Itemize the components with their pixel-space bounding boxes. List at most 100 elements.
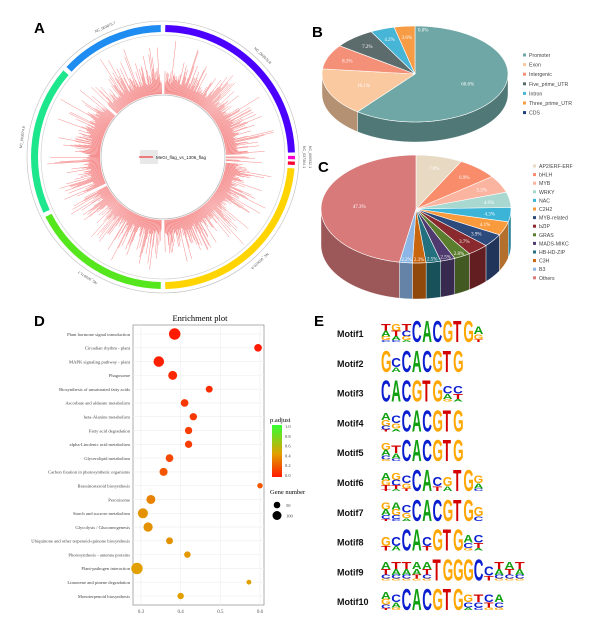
x-tick-label: 0.5 [217, 610, 224, 615]
density-bar [139, 81, 145, 97]
logo-letter: A [474, 325, 484, 337]
density-bar [106, 201, 119, 214]
density-bar [215, 190, 250, 214]
density-bar [108, 204, 122, 219]
density-bar [119, 68, 136, 101]
logo-letter: A [463, 607, 474, 611]
density-bar [224, 142, 235, 146]
density-bar [214, 115, 225, 122]
density-bar [88, 131, 104, 138]
logo-letter-stack: G T AC [391, 323, 404, 343]
density-bar [101, 108, 114, 119]
density-bar [216, 189, 245, 207]
density-bar [152, 219, 155, 234]
density-bar [74, 141, 102, 147]
density-bar [196, 210, 217, 243]
legend-swatch [533, 267, 536, 271]
density-bar [121, 91, 130, 104]
x-tick-label: 0.6 [257, 610, 264, 615]
density-bar [83, 196, 114, 221]
density-bar [221, 129, 235, 136]
density-bar [202, 206, 211, 217]
density-bar [116, 100, 124, 109]
density-bar [201, 206, 212, 219]
density-bar [224, 169, 264, 179]
density-bar [190, 83, 200, 101]
density-bar [171, 219, 175, 242]
density-bar [59, 159, 101, 162]
padj-tick: 0.0 [285, 473, 291, 478]
logo-letter: T [443, 583, 451, 617]
logo-letter: G [391, 508, 401, 517]
density-bar [112, 95, 124, 109]
logo-letter: A [381, 412, 391, 423]
density-bar [90, 120, 107, 130]
density-bar [100, 190, 110, 197]
density-bar [92, 113, 110, 125]
density-bar [219, 121, 233, 129]
pie-slice-side [399, 261, 413, 300]
density-bar [80, 171, 102, 177]
density-bar [213, 194, 223, 202]
density-bar [212, 112, 222, 120]
density-bar [214, 114, 224, 122]
density-bar [97, 187, 109, 195]
density-bar [152, 219, 157, 247]
logo-letter-stack: CTG [484, 593, 494, 611]
logo-letter: A [443, 392, 454, 401]
density-bar [171, 75, 175, 95]
density-bar [218, 186, 232, 195]
density-bar [192, 87, 201, 102]
legend-swatch [533, 216, 536, 220]
logo-letter: C [422, 583, 432, 617]
density-bar [212, 110, 221, 118]
density-bar [195, 210, 203, 223]
density-bar [106, 203, 121, 219]
density-bar [149, 76, 154, 95]
panel-label-e: E [314, 313, 324, 330]
density-bar [186, 215, 201, 251]
density-bar [93, 178, 105, 184]
density-bar [126, 211, 133, 223]
density-bar [124, 56, 141, 99]
logo-letter: A [494, 593, 504, 605]
logo-letter: T [443, 404, 451, 438]
density-bar [225, 141, 259, 148]
density-bar [188, 85, 195, 100]
density-bar [107, 198, 116, 207]
density-bar [91, 138, 102, 142]
density-bar [91, 190, 111, 204]
density-bar [174, 218, 178, 236]
density-bar [105, 110, 115, 118]
density-bar [118, 210, 130, 227]
density-bar [141, 73, 148, 96]
density-bar [133, 214, 139, 226]
logo-letter: C [474, 553, 484, 587]
density-bar [86, 182, 106, 192]
density-bar [214, 193, 226, 201]
density-bar [108, 208, 127, 234]
density-bar [169, 40, 177, 95]
density-bar [173, 219, 179, 247]
density-bar [139, 218, 149, 258]
density-bar [140, 216, 144, 227]
density-bar [117, 212, 133, 239]
logo-letter: C [433, 474, 443, 489]
density-bar [101, 197, 116, 210]
logo-letter: A [412, 345, 422, 379]
density-bar [113, 102, 121, 111]
logo-letter: C [412, 464, 422, 498]
logo-letter: G [443, 474, 453, 489]
density-bar [86, 126, 105, 135]
term-label: Glycerolipid metabolism [84, 456, 130, 461]
density-bar [143, 55, 152, 96]
density-bar [95, 86, 120, 112]
density-bar [216, 109, 241, 125]
density-bar [139, 86, 144, 98]
logo-letter: T [433, 486, 443, 493]
logo-letter: A [412, 523, 422, 557]
logo-letter: A [412, 583, 422, 617]
density-bar [126, 216, 142, 256]
density-bar [218, 110, 252, 128]
